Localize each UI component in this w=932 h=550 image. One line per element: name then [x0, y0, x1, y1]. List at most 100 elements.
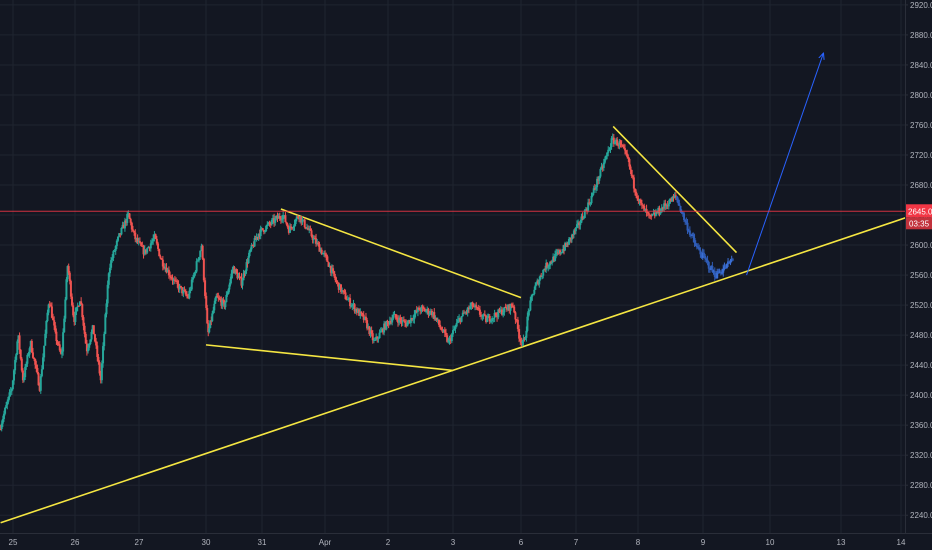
candle — [464, 312, 467, 314]
candle — [605, 155, 608, 160]
candle — [63, 318, 66, 333]
trendline-3[interactable] — [612, 125, 738, 254]
candle — [1, 419, 4, 424]
candle — [504, 306, 507, 308]
candle — [482, 314, 485, 316]
candle — [483, 314, 486, 316]
candle — [299, 216, 302, 220]
candle — [660, 207, 663, 213]
candle — [0, 428, 2, 430]
candle — [416, 307, 419, 312]
highlighted-candle — [683, 213, 686, 221]
candle — [179, 285, 182, 288]
candle — [249, 249, 252, 251]
price-axis[interactable]: 2240.0 2280.0 2320.0 2360.0 2400.0 2440.0 2480… — [905, 0, 932, 550]
candle — [387, 322, 390, 325]
candle — [213, 303, 216, 311]
candle — [257, 233, 260, 238]
candle — [85, 343, 88, 352]
candle — [571, 234, 574, 236]
candle — [530, 296, 533, 301]
candle — [352, 304, 355, 306]
candle — [665, 205, 668, 207]
price-tick-label: 2400.0 — [910, 391, 932, 400]
candle — [572, 230, 575, 235]
candle — [469, 306, 472, 310]
time-tick-label: Apr — [319, 538, 332, 547]
candle — [657, 207, 660, 214]
candle — [330, 268, 333, 273]
candle — [406, 322, 409, 327]
candle — [278, 216, 281, 219]
candle — [470, 302, 473, 307]
time-axis[interactable]: 25 26 27 30 31 Apr 2 3 6 7 8 9 10 13 14 — [0, 533, 932, 550]
candle — [455, 322, 458, 327]
candle — [15, 354, 18, 360]
candle — [515, 319, 518, 321]
price-tick-label: 2760.0 — [910, 121, 932, 130]
candle — [377, 338, 380, 340]
candle — [514, 312, 517, 320]
highlighted-candle — [697, 246, 700, 248]
candle — [204, 280, 207, 296]
candle — [637, 198, 640, 202]
candle — [555, 253, 558, 255]
trendline-1[interactable] — [205, 344, 454, 372]
candle — [661, 207, 664, 209]
highlighted-candle — [728, 261, 731, 264]
candle — [618, 141, 621, 146]
candle — [131, 229, 134, 231]
candle — [371, 333, 374, 341]
candle — [450, 334, 453, 342]
candle — [113, 250, 116, 252]
highlighted-candle — [716, 271, 719, 279]
highlighted-candle — [724, 266, 727, 269]
drawings-layer[interactable] — [0, 54, 908, 524]
candle — [19, 349, 22, 359]
candle — [534, 285, 537, 290]
candle — [209, 320, 212, 329]
candle — [656, 212, 659, 214]
price-tick-label: 2920.0 — [910, 1, 932, 10]
candle — [666, 205, 669, 207]
candle — [187, 296, 190, 298]
trendline-2[interactable] — [280, 208, 522, 299]
candle — [649, 214, 652, 216]
candle — [121, 224, 124, 228]
candle — [157, 243, 160, 249]
candle — [261, 228, 264, 231]
candle — [34, 359, 37, 365]
candle — [516, 319, 519, 329]
price-axis-background — [905, 0, 932, 550]
trendline-0[interactable] — [0, 216, 908, 524]
projection-arrow[interactable] — [746, 54, 824, 276]
candle — [0, 423, 3, 429]
candle — [557, 252, 560, 254]
candle — [327, 261, 330, 267]
candle — [182, 290, 185, 294]
candle — [333, 271, 336, 277]
candle — [500, 309, 503, 315]
candle — [332, 268, 335, 272]
time-axis-background — [0, 533, 932, 550]
candle — [199, 250, 202, 258]
candle — [423, 308, 426, 312]
candle — [630, 169, 633, 176]
candle — [244, 270, 247, 275]
candle — [212, 310, 215, 314]
candle — [592, 188, 595, 194]
candle — [303, 219, 306, 228]
candle — [122, 224, 125, 229]
candle — [120, 227, 123, 235]
candle — [591, 193, 594, 197]
candle — [491, 318, 494, 321]
candle — [400, 320, 403, 323]
candle — [651, 214, 654, 216]
candle — [105, 303, 108, 315]
candle — [247, 256, 250, 264]
candle — [623, 148, 626, 151]
candle — [58, 344, 61, 351]
candle — [621, 144, 624, 147]
candle — [538, 279, 541, 285]
